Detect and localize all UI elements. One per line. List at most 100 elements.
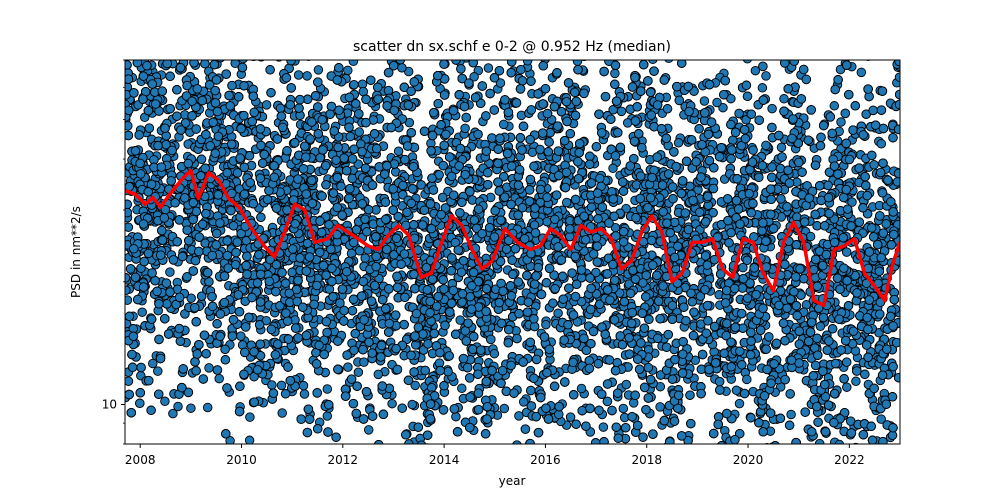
- scatter-point: [451, 411, 461, 422]
- scatter-point: [712, 97, 722, 108]
- scatter-point: [734, 398, 745, 409]
- scatter-point: [598, 422, 609, 432]
- scatter-point: [165, 267, 175, 277]
- scatter-point: [576, 383, 587, 394]
- scatter-point: [299, 389, 310, 399]
- scatter-point: [742, 60, 752, 64]
- scatter-point: [823, 180, 833, 191]
- scatter-point: [836, 117, 846, 127]
- scatter-point: [786, 409, 796, 420]
- scatter-point: [349, 79, 359, 90]
- scatter-point: [293, 70, 304, 80]
- scatter-point: [841, 357, 852, 367]
- scatter-point: [554, 409, 564, 420]
- scatter-point: [498, 119, 509, 130]
- scatter-point: [322, 411, 333, 421]
- scatter-point: [875, 167, 886, 178]
- scatter-point: [851, 376, 861, 387]
- scatter-point: [336, 181, 346, 192]
- scatter-point: [731, 385, 742, 396]
- scatter-point: [277, 408, 287, 418]
- scatter-point: [541, 319, 551, 330]
- scatter-point: [460, 123, 470, 134]
- scatter-point: [353, 367, 364, 377]
- scatter-point: [841, 247, 852, 257]
- scatter-point: [608, 163, 618, 174]
- scatter-point: [869, 160, 879, 170]
- scatter-point: [610, 68, 620, 79]
- scatter-point: [298, 380, 309, 391]
- scatter-point: [182, 272, 192, 282]
- scatter-point: [125, 311, 135, 322]
- scatter-point: [245, 412, 255, 422]
- scatter-point: [261, 100, 272, 110]
- scatter-point: [489, 348, 500, 359]
- scatter-point: [815, 321, 826, 332]
- scatter-point: [761, 140, 771, 151]
- scatter-point: [876, 414, 886, 424]
- scatter-point: [622, 118, 633, 128]
- scatter-point: [236, 331, 246, 341]
- scatter-point: [495, 78, 506, 88]
- scatter-point: [244, 435, 255, 444]
- scatter-point: [621, 379, 632, 390]
- scatter-point: [842, 382, 852, 392]
- scatter-point: [214, 373, 224, 384]
- scatter-point: [407, 399, 417, 410]
- scatter-series: [125, 60, 900, 444]
- scatter-point: [757, 83, 768, 93]
- scatter-point: [343, 362, 353, 372]
- scatter-point: [829, 101, 840, 111]
- scatter-point: [410, 380, 420, 391]
- scatter-point: [173, 401, 183, 412]
- scatter-point: [748, 145, 758, 155]
- scatter-point: [483, 63, 494, 73]
- scatter-point: [643, 362, 654, 373]
- scatter-point: [876, 139, 887, 149]
- scatter-point: [664, 60, 674, 64]
- scatter-point: [354, 127, 365, 137]
- scatter-point: [359, 357, 369, 367]
- scatter-point: [779, 94, 789, 104]
- scatter-point: [345, 131, 356, 142]
- scatter-point: [565, 412, 576, 422]
- scatter-point: [628, 398, 639, 408]
- scatter-point: [225, 436, 235, 444]
- scatter-point: [618, 403, 629, 414]
- scatter-point: [514, 411, 524, 421]
- scatter-point: [699, 96, 710, 106]
- scatter-point: [137, 307, 147, 317]
- scatter-point: [363, 425, 374, 435]
- scatter-point: [267, 380, 277, 390]
- scatter-point: [805, 231, 816, 242]
- scatter-point: [455, 315, 465, 325]
- scatter-point: [616, 106, 627, 117]
- scatter-point: [153, 366, 163, 376]
- scatter-point: [767, 103, 777, 114]
- scatter-point: [186, 403, 196, 413]
- scatter-point: [302, 71, 312, 81]
- scatter-point: [168, 408, 178, 419]
- scatter-point: [856, 67, 867, 78]
- scatter-point: [202, 402, 213, 413]
- scatter-point: [561, 197, 572, 208]
- scatter-point: [499, 403, 510, 414]
- scatter-point: [322, 384, 333, 394]
- scatter-point: [160, 396, 170, 407]
- scatter-point: [387, 398, 397, 409]
- scatter-point: [276, 380, 287, 391]
- scatter-point: [360, 253, 370, 263]
- scatter-point: [313, 65, 324, 75]
- scatter-point: [761, 71, 771, 81]
- scatter-point: [204, 363, 214, 373]
- scatter-point: [700, 251, 711, 261]
- scatter-point: [742, 374, 752, 385]
- scatter-point: [373, 369, 384, 380]
- scatter-point: [518, 397, 529, 407]
- scatter-point: [393, 146, 404, 156]
- scatter-point: [130, 272, 141, 283]
- scatter-point: [457, 383, 467, 394]
- scatter-point: [148, 358, 158, 369]
